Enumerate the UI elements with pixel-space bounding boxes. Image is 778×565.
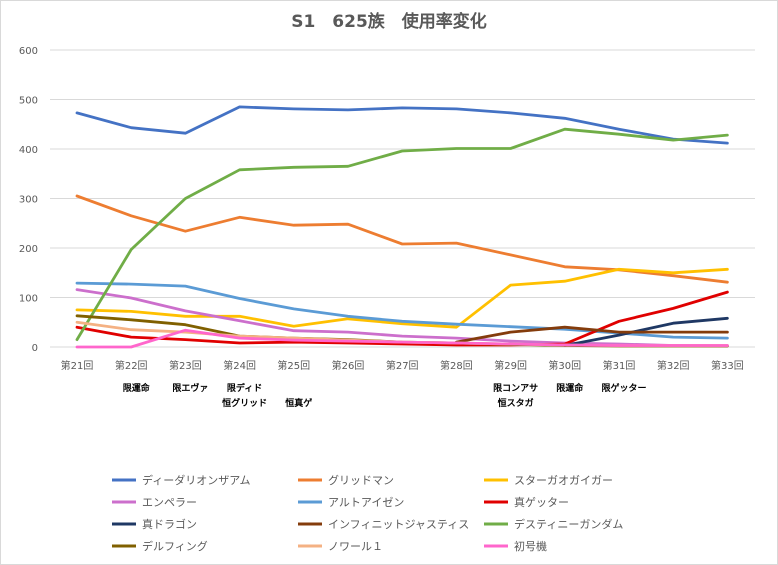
- legend-label: エンペラー: [142, 496, 197, 509]
- legend-label: ディーダリオンザアム: [142, 473, 250, 487]
- annotation-label: 恒スタガ: [498, 397, 534, 409]
- annotation-label: 恒グリッド: [222, 397, 267, 409]
- x-tick-label: 第25回: [277, 359, 310, 372]
- annotation-label: 限ディド: [227, 382, 262, 394]
- y-tick-label: 300: [19, 195, 38, 206]
- annotation-label: 恒真ゲ: [285, 397, 312, 409]
- legend-label: ノワール１: [328, 540, 383, 553]
- annotation-label: 限運命: [556, 382, 584, 394]
- legend-label: デルフィング: [142, 539, 208, 553]
- y-tick-label: 400: [19, 145, 38, 156]
- x-tick-label: 第24回: [223, 359, 256, 372]
- series-line: [455, 325, 729, 344]
- y-tick-label: 100: [19, 294, 38, 305]
- series-line: [75, 105, 729, 145]
- legend-label: デスティニーガンダム: [514, 517, 623, 531]
- x-tick-label: 第32回: [657, 359, 690, 372]
- series-line: [75, 288, 729, 348]
- y-axis-ticks: 0 100 200 300 400 500 600: [19, 46, 38, 354]
- series-line: [75, 281, 729, 340]
- x-tick-label: 第28回: [440, 359, 473, 372]
- x-tick-label: 第26回: [332, 359, 365, 372]
- x-tick-label: 第21回: [61, 359, 94, 372]
- chart-title: S1 625族 使用率変化: [291, 11, 487, 32]
- plot-series: [75, 105, 729, 349]
- x-tick-label: 第22回: [115, 359, 148, 372]
- x-axis-ticks: 第21回 第22回 第23回 第24回 第25回 第26回 第27回 第28回 第29回 第30回…: [61, 359, 744, 372]
- x-tick-label: 第33回: [711, 359, 744, 372]
- legend-label: 初号機: [514, 539, 547, 553]
- x-tick-label: 第27回: [386, 359, 419, 372]
- y-tick-label: 0: [32, 343, 38, 354]
- x-tick-label: 第23回: [169, 359, 202, 372]
- annotation-label: 限コンアサ: [493, 383, 538, 394]
- x-tick-label: 第31回: [603, 359, 636, 372]
- y-tick-label: 600: [19, 46, 38, 57]
- y-tick-label: 200: [19, 244, 38, 255]
- x-tick-label: 第29回: [494, 359, 527, 372]
- annotation-label: 限ゲッター: [601, 382, 646, 394]
- legend-label: 真ゲッター: [514, 495, 569, 509]
- series-line: [563, 316, 729, 347]
- annotation-label: 限エヴァ: [172, 382, 208, 394]
- series-line: [75, 267, 729, 329]
- legend-label: グリッドマン: [328, 473, 394, 487]
- series-line: [75, 127, 729, 341]
- x-tick-label: 第30回: [548, 359, 581, 372]
- y-tick-label: 500: [19, 96, 38, 107]
- legend-label: アルトアイゼン: [328, 496, 404, 509]
- annotation-label: 限運命: [123, 382, 151, 394]
- legend-label: 真ドラゴン: [142, 517, 197, 531]
- legend-label: インフィニットジャスティス: [328, 518, 469, 531]
- series-line: [75, 290, 729, 347]
- legend-label: スターガオガイガー: [514, 474, 613, 487]
- series-line: [75, 328, 729, 349]
